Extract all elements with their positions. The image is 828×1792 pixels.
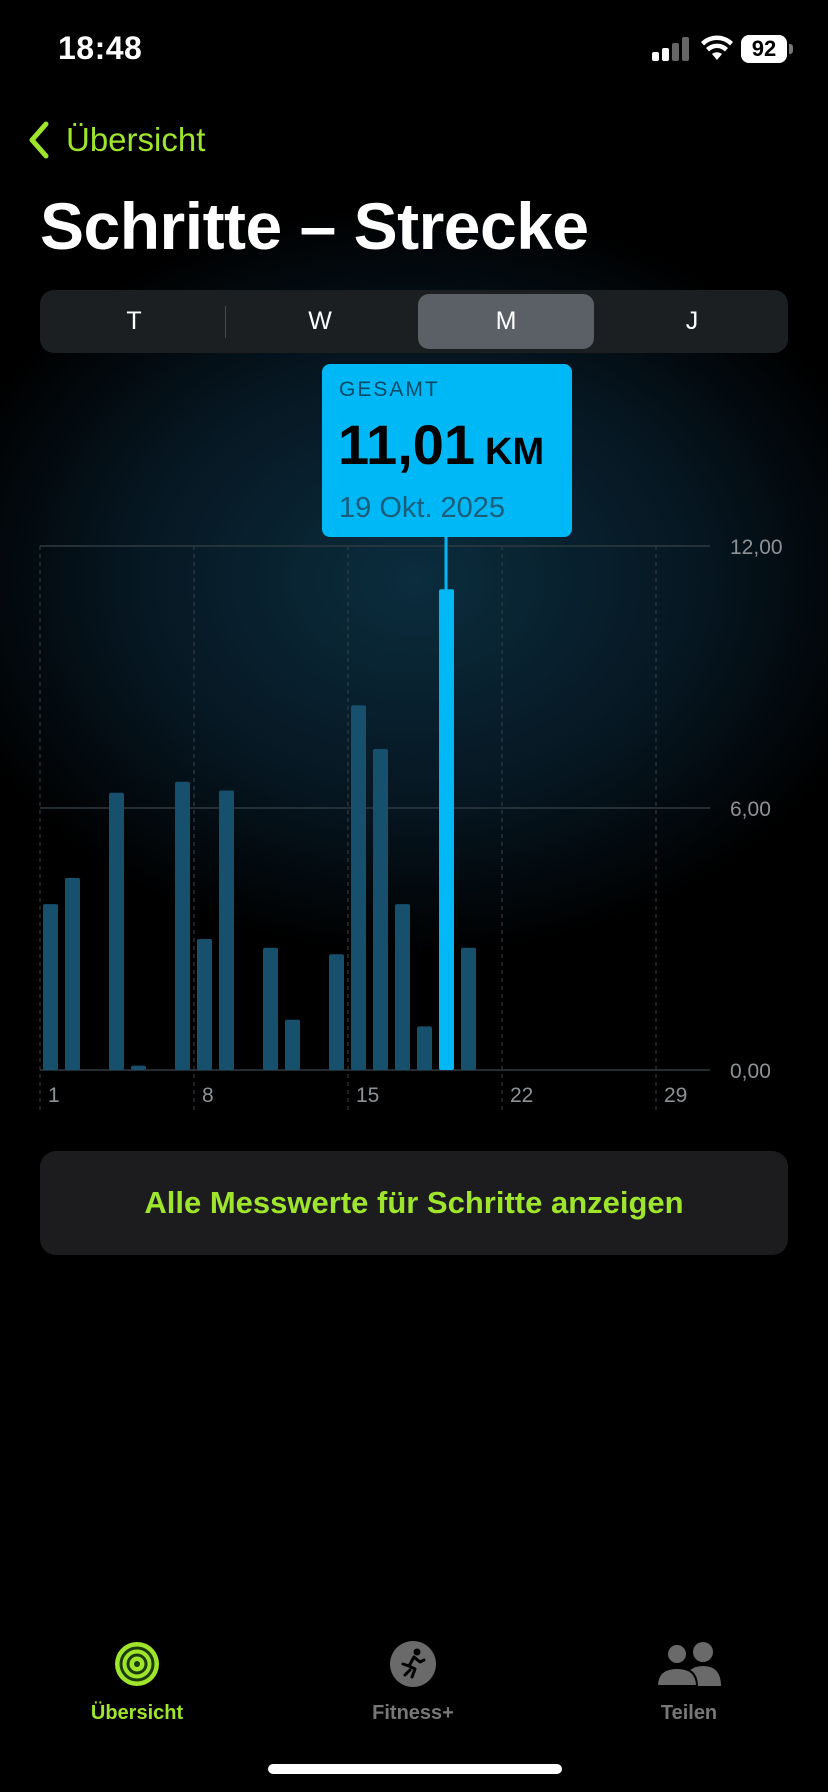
wifi-icon bbox=[701, 35, 733, 60]
tab-sharing-label: Teilen bbox=[660, 1702, 718, 1724]
tooltip-unit: KM bbox=[485, 431, 545, 473]
segment-day[interactable]: T bbox=[126, 307, 142, 335]
page-title: Schritte – Strecke bbox=[40, 189, 589, 263]
chart-bar bbox=[285, 1019, 300, 1070]
y-tick-label: 6,00 bbox=[730, 798, 771, 821]
tab-sharing[interactable]: Teilen bbox=[589, 1640, 789, 1740]
segment-week[interactable]: W bbox=[308, 307, 332, 335]
status-time: 18:48 bbox=[58, 30, 143, 66]
show-all-data-button[interactable]: Alle Messwerte für Schritte anzeigen bbox=[40, 1151, 788, 1255]
chart-bar bbox=[65, 877, 80, 1070]
tab-overview-label: Übersicht bbox=[90, 1702, 184, 1724]
tooltip-label: GESAMT bbox=[339, 378, 440, 401]
segment-month[interactable]: M bbox=[418, 294, 594, 349]
chart-bar bbox=[395, 904, 410, 1070]
back-button[interactable]: Übersicht bbox=[26, 118, 205, 162]
tooltip-date: 19 Okt. 2025 bbox=[339, 492, 506, 524]
chart-bar bbox=[175, 781, 190, 1070]
chart-bar bbox=[131, 1065, 146, 1070]
battery-icon: 92 bbox=[741, 35, 787, 63]
y-tick-label: 12,00 bbox=[730, 536, 783, 559]
period-segmented-control: T W M J bbox=[40, 290, 788, 353]
home-indicator bbox=[268, 1764, 562, 1774]
chevron-left-icon bbox=[29, 121, 49, 159]
chart-bar bbox=[219, 790, 234, 1070]
segment-year[interactable]: J bbox=[685, 307, 699, 335]
chart-svg: 1 8 15 22 29 0,00 6,00 12,00 bbox=[39, 536, 783, 1112]
people-icon bbox=[655, 1642, 721, 1687]
battery-tip bbox=[789, 44, 793, 54]
tab-fitness-plus-label: Fitness+ bbox=[372, 1702, 454, 1724]
tooltip-value-line: 11,01 KM bbox=[338, 412, 544, 477]
status-bar: 18:48 92 bbox=[0, 0, 828, 100]
segment-divider bbox=[225, 306, 226, 338]
x-tick-label: 22 bbox=[510, 1084, 533, 1107]
chart-bar bbox=[263, 947, 278, 1070]
chart-bar bbox=[109, 792, 124, 1070]
chart-bar bbox=[373, 749, 388, 1070]
tab-fitness-plus[interactable]: Fitness+ bbox=[313, 1640, 513, 1740]
tooltip-value: 11,01 bbox=[338, 413, 476, 476]
chart-bar bbox=[417, 1026, 432, 1070]
tab-overview[interactable]: Übersicht bbox=[37, 1640, 237, 1740]
runner-icon bbox=[390, 1641, 436, 1687]
x-tick-label: 29 bbox=[664, 1084, 687, 1107]
tab-bar: Übersicht Fitness+ Teilen bbox=[0, 1620, 828, 1740]
x-tick-label: 8 bbox=[202, 1084, 214, 1107]
activity-rings-icon bbox=[115, 1642, 159, 1686]
cellular-signal-icon bbox=[652, 37, 692, 61]
x-tick-label: 15 bbox=[356, 1084, 379, 1107]
chart-bar bbox=[329, 954, 344, 1070]
back-label: Übersicht bbox=[66, 121, 206, 158]
selection-tooltip: GESAMT 11,01 KM 19 Okt. 2025 bbox=[322, 364, 572, 537]
chart-bar bbox=[197, 939, 212, 1070]
chart-bar bbox=[43, 904, 58, 1070]
chart-bar bbox=[351, 705, 366, 1070]
distance-chart[interactable]: 1 8 15 22 29 0,00 6,00 12,00 bbox=[0, 360, 828, 1120]
x-tick-label: 1 bbox=[48, 1084, 60, 1107]
chart-bar bbox=[461, 947, 476, 1070]
y-tick-label: 0,00 bbox=[730, 1060, 771, 1083]
